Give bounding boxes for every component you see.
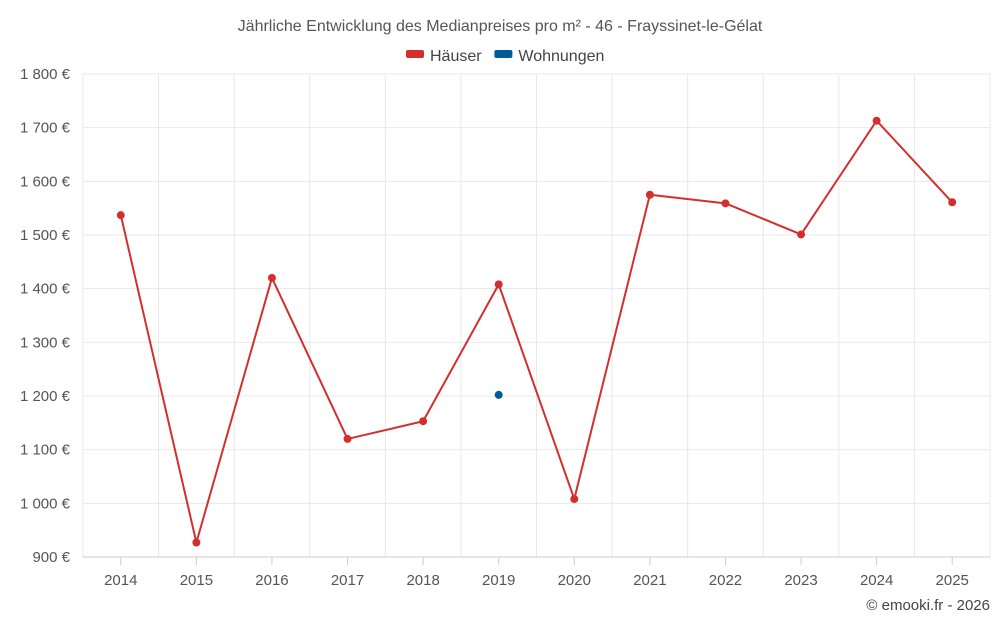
- legend-swatch-wohnungen: [494, 50, 513, 58]
- x-tick-label: 2015: [180, 572, 213, 589]
- y-axis-ticks: 900 € 1 000 € 1 100 € 1 200 € 1 300 € 1 400 €…: [20, 66, 71, 566]
- y-tick-label: 1 300 €: [20, 334, 71, 351]
- x-tick-label: 2016: [255, 572, 288, 589]
- data-point-h-user: [419, 417, 428, 426]
- data-point-h-user: [721, 199, 730, 208]
- x-tick-label: 2019: [482, 572, 515, 589]
- data-point-h-user: [267, 273, 276, 282]
- y-tick-label: 1 200 €: [20, 388, 71, 405]
- y-tick-label: 1 100 €: [20, 442, 71, 459]
- data-point-h-user: [872, 116, 881, 125]
- y-tick-label: 1 700 €: [20, 120, 71, 137]
- credit-text: © emooki.fr - 2026: [866, 597, 990, 614]
- x-tick-label: 2023: [784, 572, 817, 589]
- x-tick-label: 2021: [633, 572, 666, 589]
- data-point-h-user: [494, 280, 503, 289]
- data-point-h-user: [645, 190, 654, 199]
- x-tick-label: 2018: [406, 572, 439, 589]
- data-point-wohnungen: [494, 390, 503, 399]
- data-point-h-user: [116, 211, 125, 220]
- data-point-h-user: [343, 434, 352, 443]
- legend-label-wohnungen: Wohnungen: [518, 48, 604, 65]
- series-line-h-user: [119, 119, 953, 544]
- data-point-h-user: [192, 538, 201, 547]
- y-tick-label: 1 000 €: [20, 495, 71, 512]
- data-point-h-user: [797, 230, 806, 239]
- y-tick-label: 900 €: [32, 549, 70, 566]
- series-layer: [116, 116, 957, 547]
- y-tick-label: 1 600 €: [20, 173, 71, 190]
- legend-label-h-user: Häuser: [430, 48, 482, 65]
- data-point-h-user: [570, 495, 579, 504]
- grid: [82, 73, 991, 558]
- x-tick-label: 2017: [331, 572, 364, 589]
- legend: Häuser Wohnungen: [406, 48, 604, 65]
- x-tick-label: 2014: [104, 572, 137, 589]
- x-tick-label: 2020: [558, 572, 591, 589]
- y-tick-label: 1 800 €: [20, 66, 71, 83]
- data-point-h-user: [948, 198, 957, 207]
- x-tick-label: 2022: [709, 572, 742, 589]
- y-tick-label: 1 400 €: [20, 281, 71, 298]
- y-tick-label: 1 500 €: [20, 227, 71, 244]
- chart-title: Jährliche Entwicklung des Medianpreises …: [238, 18, 763, 35]
- x-tick-label: 2025: [936, 572, 969, 589]
- x-tick-label: 2024: [860, 572, 893, 589]
- x-axis-ticks: 2014 2015 2016 2017 2018 2019 2020 2021 2022 2023…: [104, 557, 969, 589]
- legend-swatch-h-user: [406, 50, 424, 58]
